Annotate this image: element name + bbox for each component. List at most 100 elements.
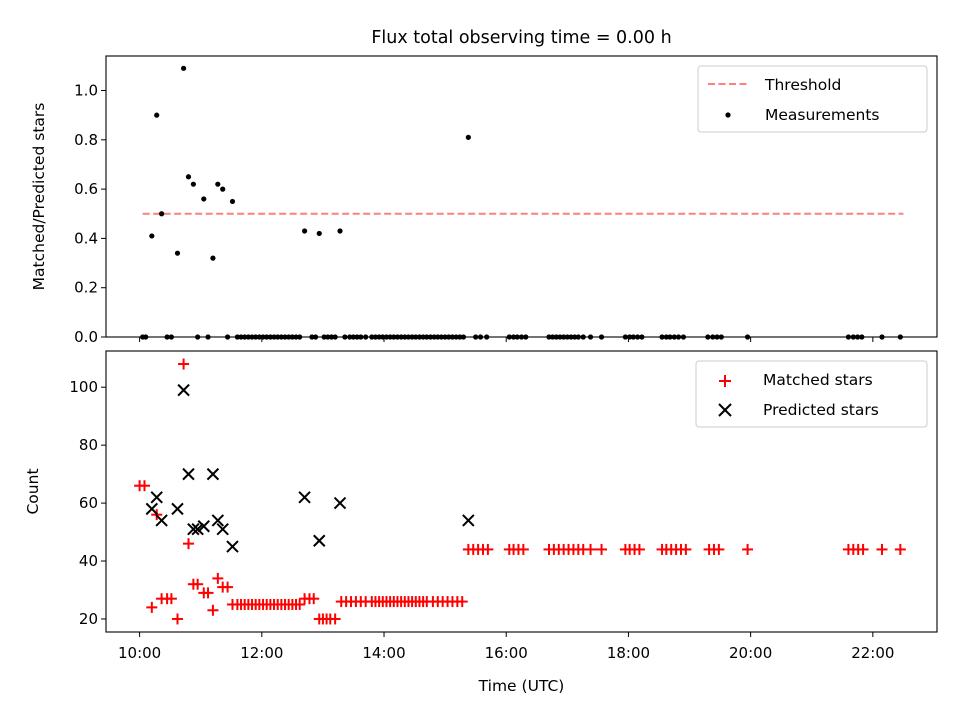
bottom-y-tick-label: 40	[79, 552, 98, 570]
predicted-star-point	[313, 534, 326, 547]
matched-star-point	[222, 581, 234, 593]
matched-star-point	[680, 543, 692, 555]
matched-star-point	[308, 593, 320, 605]
x-tick-label: 12:00	[240, 644, 283, 662]
measurement-point	[220, 186, 226, 192]
measurement-point	[190, 181, 196, 187]
measurement-point	[154, 112, 160, 118]
x-tick-label: 20:00	[729, 644, 772, 662]
legend-matched-label: Matched stars	[763, 371, 873, 389]
predicted-star-point	[211, 514, 225, 527]
top-legend: Threshold Measurements	[697, 65, 928, 133]
x-tick-label: 14:00	[362, 644, 405, 662]
top-y-tick-label: 1.0	[74, 82, 98, 100]
bottom-y-axis: 20 40 60 80 100	[69, 378, 106, 628]
legend-measurements-swatch	[725, 112, 731, 118]
predicted-star-point	[333, 496, 347, 510]
matched-star-point	[742, 543, 754, 555]
top-legend-box	[697, 65, 928, 133]
matched-star-point	[633, 543, 645, 555]
top-y-tick-label: 0.6	[74, 180, 98, 198]
matched-star-point	[138, 480, 150, 492]
bottom-panel: 20 40 60 80 100 10:00 12:00 14:00 16:00 18:00 20:…	[24, 350, 938, 695]
predicted-star-point	[182, 467, 195, 481]
matched-stars-points	[134, 358, 906, 625]
matched-star-point	[713, 543, 725, 555]
matched-star-point	[207, 604, 219, 616]
predicted-stars-points	[145, 383, 475, 553]
measurement-point	[181, 65, 187, 71]
matched-star-point	[146, 601, 158, 613]
bottom-legend-box	[695, 360, 928, 428]
bottom-x-axis: 10:00 12:00 14:00 16:00 18:00 20:00 22:00	[118, 632, 894, 662]
top-plot-frame	[105, 55, 938, 338]
predicted-star-point	[191, 522, 204, 536]
matched-star-point	[171, 613, 183, 625]
matched-star-point	[202, 587, 214, 599]
matched-star-point	[596, 543, 608, 555]
measurement-points	[140, 65, 903, 340]
measurement-point	[465, 134, 471, 140]
legend-predicted-swatch	[718, 403, 732, 417]
measurement-point	[201, 196, 207, 202]
matched-star-point	[182, 538, 194, 550]
matched-star-point	[482, 543, 494, 555]
top-panel: 0.0 0.2 0.4 0.6 0.8 1.0 Matched/Predicted sta…	[30, 55, 938, 346]
predicted-star-point	[150, 491, 163, 504]
predicted-star-point	[187, 522, 200, 536]
x-tick-label: 22:00	[851, 644, 894, 662]
matched-star-point	[585, 543, 597, 555]
bottom-y-tick-label: 20	[79, 610, 98, 628]
matched-star-point	[178, 358, 190, 370]
measurement-point	[215, 181, 221, 187]
chart-title: Flux total observing time = 0.00 h	[371, 28, 671, 48]
matched-star-point	[517, 543, 529, 555]
top-y-tick-label: 0.4	[74, 229, 98, 247]
x-tick-label: 10:00	[118, 644, 161, 662]
bottom-y-tick-label: 80	[79, 436, 98, 454]
top-y-axis: 0.0 0.2 0.4 0.6 0.8 1.0	[74, 82, 106, 346]
x-axis-label: Time (UTC)	[478, 677, 565, 695]
predicted-star-point	[197, 520, 210, 533]
matched-star-point	[894, 543, 906, 555]
predicted-star-point	[177, 383, 190, 397]
measurement-point	[316, 230, 322, 237]
predicted-star-point	[171, 502, 184, 516]
bottom-y-tick-label: 100	[69, 378, 98, 396]
x-tick-label: 18:00	[607, 644, 650, 662]
top-y-tick-label: 0.8	[74, 131, 98, 149]
measurement-point	[337, 228, 343, 234]
matched-star-point	[165, 593, 177, 605]
bottom-y-tick-label: 60	[79, 494, 98, 512]
predicted-star-point	[155, 514, 168, 527]
predicted-star-point	[462, 514, 475, 527]
bottom-legend: Matched stars Predicted stars	[695, 360, 928, 428]
measurement-point	[301, 228, 308, 234]
matched-star-point	[456, 596, 468, 608]
matched-star-point	[192, 578, 204, 590]
legend-matched-swatch	[719, 375, 731, 387]
measurement-point	[210, 255, 216, 261]
top-y-tick-label: 0.2	[74, 279, 98, 297]
predicted-star-point	[216, 522, 229, 536]
matched-star-point	[212, 572, 224, 584]
measurement-point	[185, 174, 192, 180]
bottom-plot-frame	[105, 350, 938, 633]
top-y-axis-label: Matched/Predicted stars	[30, 103, 48, 291]
measurement-point	[174, 250, 181, 256]
bottom-y-axis-label: Count	[24, 468, 42, 514]
legend-threshold-label: Threshold	[764, 76, 841, 94]
top-y-tick-label: 0.0	[74, 328, 98, 346]
measurement-point	[229, 198, 236, 205]
legend-measurements-label: Measurements	[765, 106, 880, 124]
predicted-star-point	[145, 502, 159, 516]
matched-star-point	[857, 543, 869, 555]
measurement-point	[149, 233, 155, 239]
predicted-star-point	[206, 467, 220, 481]
matched-star-point	[876, 543, 888, 555]
matched-star-point	[329, 613, 341, 625]
legend-predicted-label: Predicted stars	[763, 401, 879, 419]
measurement-point	[159, 211, 165, 217]
x-tick-label: 16:00	[485, 644, 528, 662]
